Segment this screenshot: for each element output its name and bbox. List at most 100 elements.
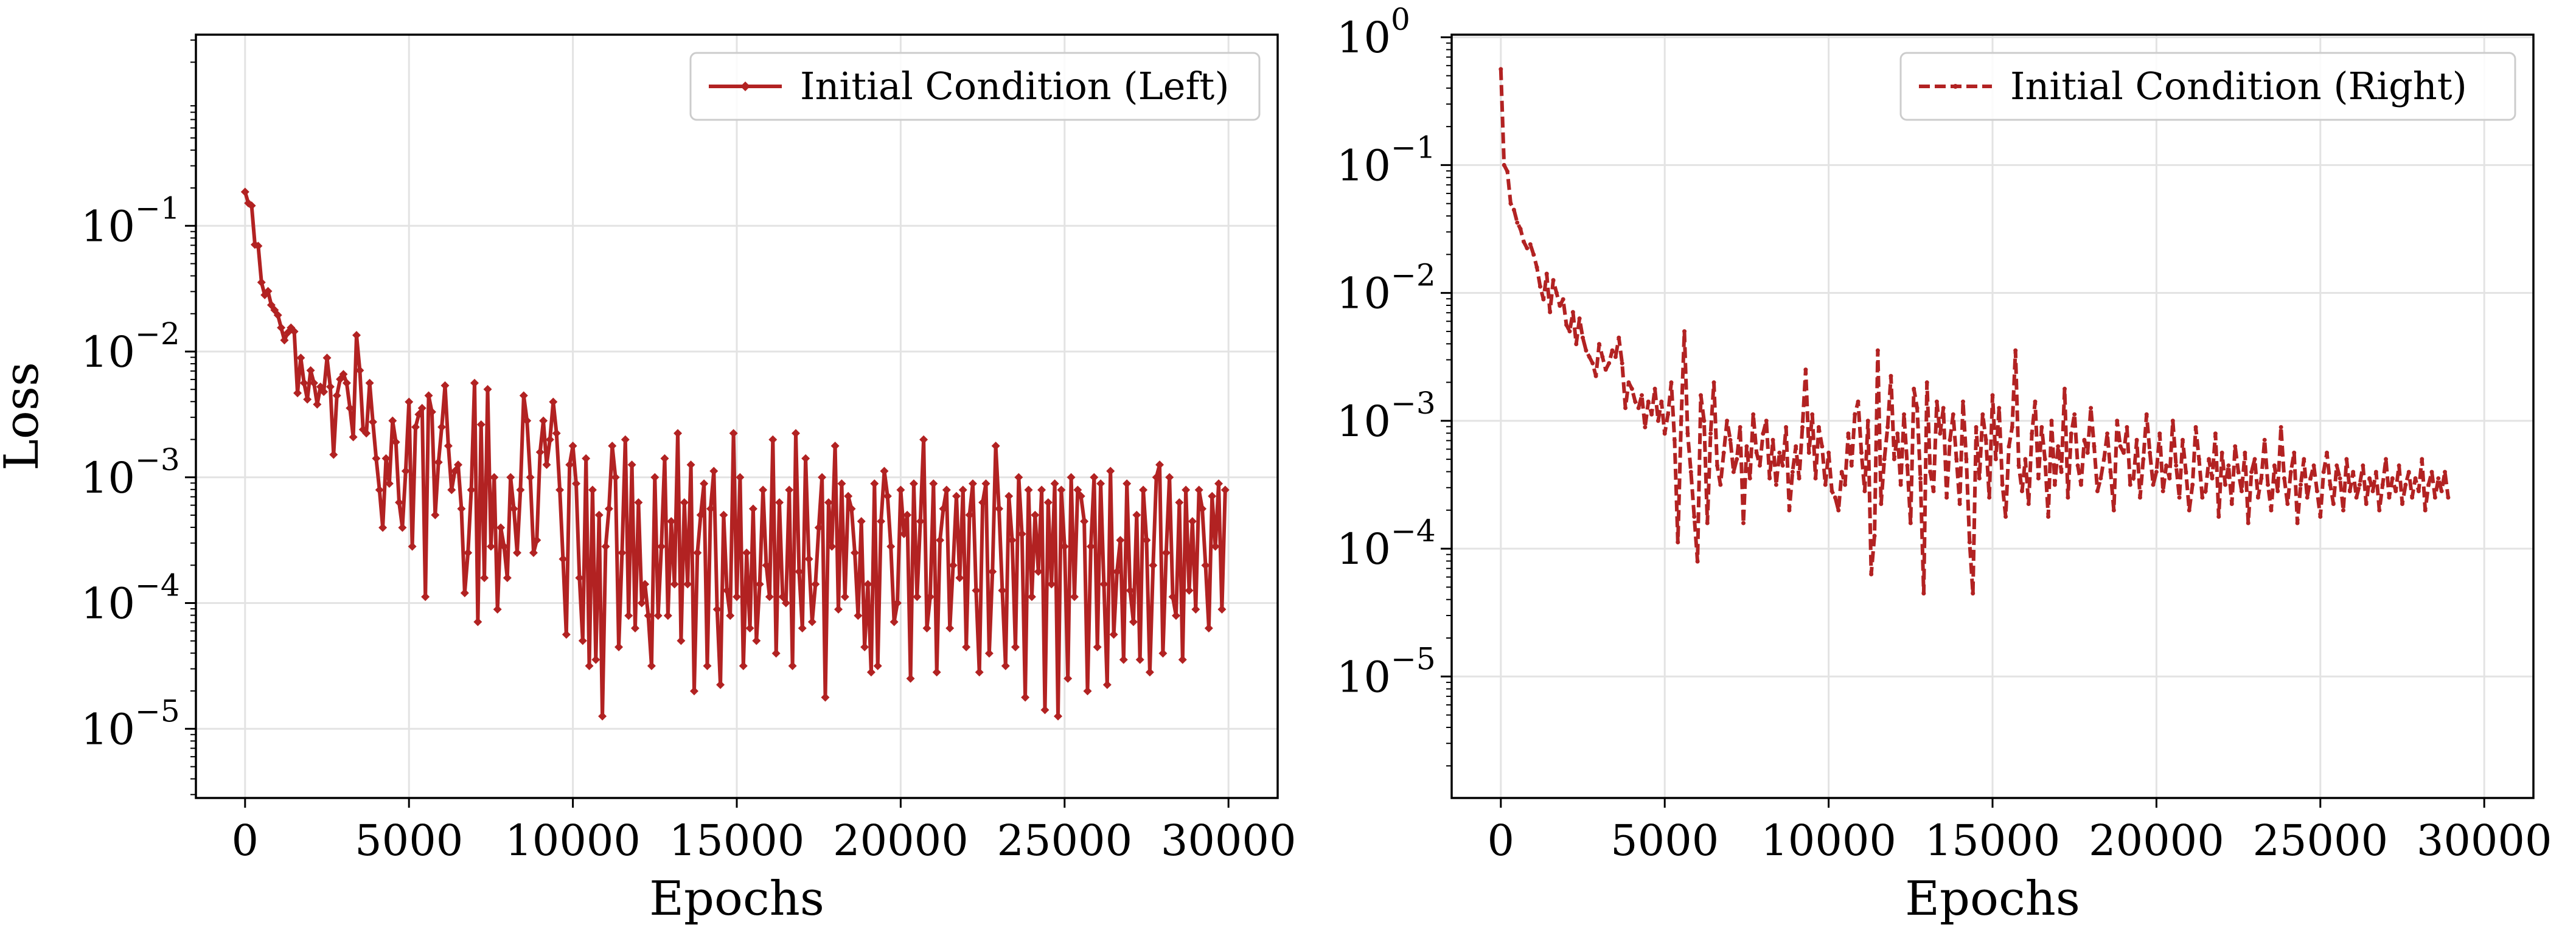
data-point: [568, 442, 577, 451]
data-point: [2095, 488, 2100, 493]
data-point: [1116, 536, 1125, 545]
data-point: [1054, 712, 1063, 721]
data-point: [1083, 687, 1092, 696]
data-point: [1629, 386, 1634, 391]
data-point: [1823, 482, 1828, 487]
data-point: [788, 661, 797, 670]
data-point: [1735, 457, 1739, 462]
data-point: [395, 498, 404, 507]
data-point: [1971, 591, 1976, 596]
y-tick-label: 10: [81, 704, 135, 754]
data-point: [972, 586, 981, 595]
data-point: [1198, 504, 1207, 513]
data-point: [535, 448, 545, 457]
x-tick-label: 30000: [2417, 816, 2552, 865]
legend: Initial Condition (Left): [689, 52, 1261, 121]
data-point: [2187, 508, 2191, 513]
data-point: [2013, 348, 2018, 353]
data-point: [247, 201, 256, 210]
data-point: [752, 636, 761, 645]
y-tick-label: 10: [81, 453, 135, 503]
data-point: [984, 649, 994, 658]
data-point: [254, 241, 263, 251]
data-point: [1728, 437, 1733, 442]
data-point: [827, 542, 837, 551]
data-point: [637, 598, 646, 608]
data-point: [1987, 495, 1992, 500]
data-point: [611, 473, 620, 482]
data-point: [1090, 473, 1099, 482]
data-point: [1797, 476, 1801, 480]
data-point: [712, 605, 722, 614]
data-point: [1787, 508, 1792, 513]
data-point: [1001, 661, 1010, 670]
data-point: [2233, 444, 2238, 449]
data-point: [2157, 431, 2162, 436]
data-point: [2108, 470, 2113, 474]
data-point: [1705, 521, 1710, 525]
y-tick-exponent: −2: [1391, 258, 1436, 293]
data-point: [1849, 463, 1854, 468]
data-point: [1132, 510, 1141, 519]
data-point: [2223, 482, 2228, 487]
data-point: [1646, 399, 1651, 404]
data-point: [2115, 418, 2120, 423]
data-point: [1846, 431, 1851, 436]
data-point: [2341, 508, 2346, 513]
data-point: [1182, 485, 1191, 494]
data-point: [2266, 482, 2271, 487]
data-point: [440, 381, 450, 390]
data-point: [454, 460, 463, 470]
data-point: [2249, 470, 2254, 474]
data-point: [1620, 361, 1624, 366]
data-point: [588, 485, 597, 494]
data-point: [1924, 380, 1929, 385]
data-point: [1057, 485, 1066, 494]
data-point: [709, 466, 719, 476]
data-point: [903, 510, 912, 519]
data-point: [523, 416, 532, 425]
data-point: [372, 454, 381, 463]
data-point: [2033, 399, 2038, 404]
data-point: [2122, 450, 2126, 455]
data-point: [417, 404, 426, 413]
data-point: [1024, 485, 1033, 494]
y-tick-exponent: −3: [135, 442, 180, 477]
data-point: [1626, 380, 1631, 385]
data-point: [1194, 485, 1203, 494]
data-point: [1515, 220, 1520, 225]
data-point: [552, 429, 561, 438]
data-point: [2190, 482, 2195, 487]
data-point: [778, 592, 787, 602]
data-point: [1623, 406, 1628, 411]
data-point: [1856, 399, 1861, 404]
data-point: [762, 561, 771, 570]
data-point: [883, 491, 892, 501]
data-point: [2144, 412, 2149, 417]
data-point: [2397, 463, 2401, 468]
data-point: [342, 378, 351, 387]
data-point: [1669, 380, 1674, 385]
data-point: [955, 574, 964, 583]
data-point: [1531, 252, 1536, 257]
data-point: [1892, 457, 1896, 462]
data-point: [1698, 393, 1703, 398]
data-point: [2072, 412, 2077, 417]
data-point: [1829, 488, 1834, 493]
data-point: [2416, 488, 2421, 493]
data-point: [2406, 470, 2411, 474]
data-point: [1123, 479, 1132, 488]
data-point: [2174, 463, 2179, 468]
data-point: [571, 479, 580, 488]
data-point: [2239, 488, 2244, 493]
data-point: [634, 498, 643, 507]
data-point: [2373, 470, 2378, 474]
data-point: [863, 580, 872, 589]
data-point: [1220, 485, 1230, 494]
x-tick-label: 5000: [1610, 816, 1719, 865]
data-point: [483, 385, 492, 394]
data-point: [641, 580, 650, 589]
data-point: [273, 311, 282, 320]
data-point: [1833, 495, 1837, 500]
data-point: [1865, 418, 1870, 423]
